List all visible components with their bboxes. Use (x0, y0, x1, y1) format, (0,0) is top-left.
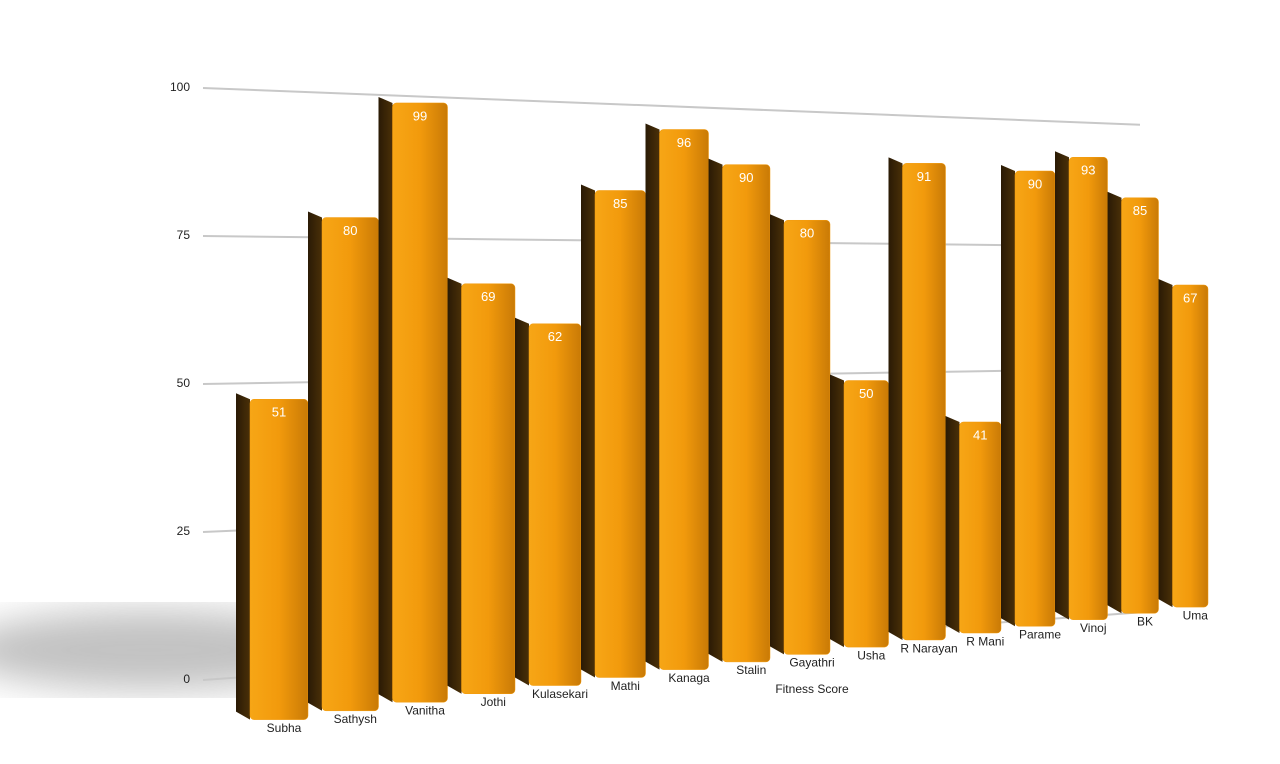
bar-side (1001, 165, 1015, 627)
x-tick-label: Stalin (736, 663, 766, 677)
bar (959, 421, 1002, 634)
y-tick-label: 0 (183, 672, 190, 686)
x-tick-label: Vinoj (1080, 621, 1106, 635)
bar-side (708, 158, 723, 662)
bar-side (581, 184, 595, 678)
bar (1068, 157, 1108, 620)
bar (461, 283, 516, 695)
x-tick-label: Kanaga (668, 671, 710, 685)
bar (321, 217, 379, 712)
value-label: 99 (413, 108, 427, 123)
value-label: 69 (481, 289, 495, 304)
y-tick-label: 25 (177, 524, 191, 538)
x-tick-label: Kulasekari (532, 687, 588, 701)
x-tick-label: Uma (1183, 608, 1209, 622)
bar-side (645, 123, 660, 670)
bar-side (378, 96, 393, 703)
bar-side (236, 393, 250, 720)
x-tick-label: R Mani (966, 634, 1004, 648)
y-tick-label: 100 (170, 80, 190, 94)
value-label: 80 (343, 223, 357, 238)
x-tick-label: Jothi (481, 695, 506, 709)
x-tick-label: Parame (1019, 628, 1061, 642)
bar-side (945, 415, 960, 634)
bar (659, 129, 709, 670)
bar (722, 164, 771, 663)
bar (528, 323, 582, 686)
bar-side (1055, 151, 1069, 620)
value-label: 91 (917, 169, 931, 184)
value-label: 93 (1081, 163, 1095, 178)
value-label: 96 (677, 135, 691, 150)
bar (783, 219, 831, 655)
bar-side (447, 277, 462, 694)
x-tick-label: Mathi (611, 679, 640, 693)
value-label: 67 (1183, 290, 1197, 305)
x-tick-label: Gayathri (789, 656, 834, 670)
bar (249, 399, 309, 720)
value-label: 90 (739, 170, 753, 185)
x-tick-label: Vanitha (405, 703, 445, 717)
bar-side (308, 211, 322, 711)
bar (594, 190, 646, 678)
bar-side (1107, 191, 1122, 614)
value-label: 62 (548, 329, 562, 344)
value-label: 51 (272, 405, 286, 420)
bar-side (770, 214, 784, 655)
value-label: 85 (613, 196, 627, 211)
bar-side (515, 317, 529, 686)
value-label: 80 (800, 226, 814, 241)
bars: 51 Subha 80 Sathysh 99 Vanitha 69 Jothi 62 Kulase… (236, 96, 1209, 735)
value-label: 85 (1133, 203, 1147, 218)
bar-side (1158, 278, 1173, 608)
y-tick-label: 50 (177, 376, 191, 390)
x-tick-label: BK (1137, 615, 1153, 629)
x-tick-label: Usha (857, 648, 885, 662)
value-label: 50 (859, 386, 873, 401)
bar (902, 163, 946, 641)
bar (843, 380, 889, 648)
bar (1014, 170, 1056, 627)
bar-side (830, 374, 844, 648)
y-tick-label: 75 (177, 228, 191, 242)
x-tick-label: R Narayan (900, 641, 957, 655)
bar-side (888, 157, 903, 640)
x-tick-label: Sathysh (334, 712, 377, 726)
value-label: 41 (973, 427, 987, 442)
x-tick-label: Subha (267, 721, 302, 735)
grid-line (202, 87, 1141, 126)
bar (1172, 284, 1209, 608)
bar (1121, 197, 1159, 614)
bar (392, 102, 448, 703)
x-axis-title: Fitness Score (775, 682, 849, 696)
value-label: 90 (1028, 176, 1042, 191)
